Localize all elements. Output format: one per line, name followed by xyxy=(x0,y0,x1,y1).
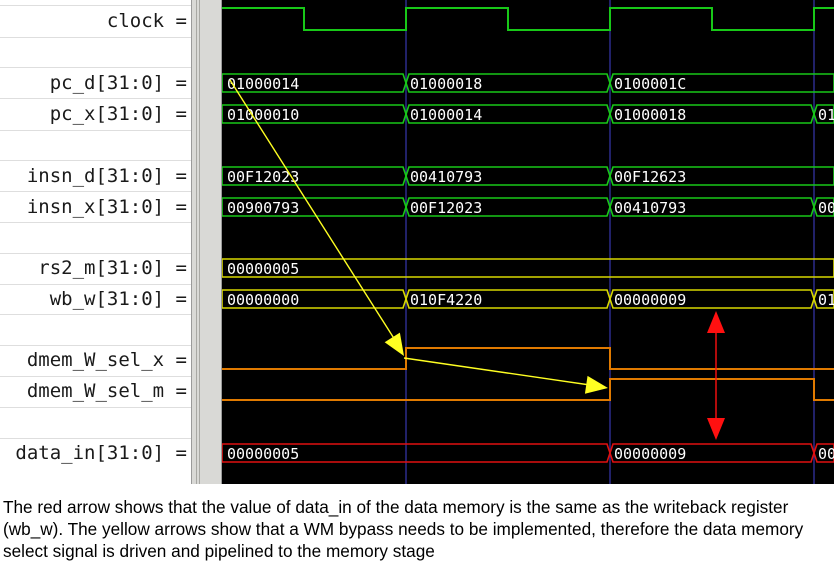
pc-d-bus-value: 0100001C xyxy=(614,75,686,93)
row-separator xyxy=(0,222,191,223)
wb-w-bus-value: 01 xyxy=(818,291,834,309)
pc-x-bus-value: 01000014 xyxy=(410,106,482,124)
signal-name[interactable]: pc_d[31:0] = xyxy=(49,72,187,94)
insn-d-bus-segment xyxy=(609,166,834,186)
row-separator xyxy=(0,345,191,346)
row-separator xyxy=(0,407,191,408)
figure-caption: The red arrow shows that the value of da… xyxy=(3,497,804,561)
row-separator xyxy=(0,67,191,68)
waveform-background xyxy=(222,0,834,484)
data-in-bus-value: 00000009 xyxy=(614,445,686,463)
yellow-arrow-head xyxy=(584,375,608,394)
insn-d-bus-segment xyxy=(405,166,611,186)
insn-d-bus-segment xyxy=(222,166,407,186)
signal-name[interactable]: data_in[31:0] = xyxy=(15,442,187,464)
row-separator xyxy=(0,376,191,377)
data-in-bus-value: 00000005 xyxy=(227,445,299,463)
wb-w-bus-segment xyxy=(405,289,611,309)
rs2-m-bus-value: 00000005 xyxy=(227,260,299,278)
wb-w-bus-value: 010F4220 xyxy=(410,291,482,309)
pc-x-bus-value: 01000018 xyxy=(614,106,686,124)
signal-name[interactable]: insn_d[31:0] = xyxy=(26,165,187,187)
row-separator xyxy=(0,438,191,439)
pc-x-bus-segment xyxy=(813,104,834,124)
signal-name[interactable]: rs2_m[31:0] = xyxy=(38,257,187,279)
waveform-pane[interactable]: 01000014 01000018 0100001C 01000010 01000014… xyxy=(222,0,834,484)
splitter-grip xyxy=(196,0,197,484)
pc-d-bus-value: 01000014 xyxy=(227,75,299,93)
yellow-arrow-head xyxy=(384,332,404,356)
row-separator xyxy=(0,98,191,99)
data-in-bus-value: 00 xyxy=(818,445,834,463)
wb-w-bus-segment xyxy=(222,289,407,309)
row-separator xyxy=(0,5,191,6)
yellow-arrow-line xyxy=(229,79,396,341)
insn-d-bus-value: 00F12023 xyxy=(227,168,299,186)
insn-x-bus-value: 00900793 xyxy=(227,199,299,217)
insn-x-bus-value: 00 xyxy=(818,199,834,217)
dmem-w-sel-x-waveform xyxy=(222,347,834,370)
pc-d-bus-value: 01000018 xyxy=(410,75,482,93)
insn-d-bus-value: 00410793 xyxy=(410,168,482,186)
insn-x-bus-segment xyxy=(222,197,407,217)
red-arrow-head xyxy=(707,311,725,333)
wb-w-bus-segment xyxy=(813,289,834,309)
data-in-bus-segment xyxy=(222,443,611,463)
insn-x-bus-segment xyxy=(609,197,815,217)
pc-d-bus-segment xyxy=(405,73,611,93)
rs2-m-bus-segment xyxy=(222,258,834,278)
signal-name[interactable]: clock = xyxy=(106,10,187,32)
signal-name[interactable]: insn_x[31:0] = xyxy=(26,196,187,218)
signal-name[interactable]: pc_x[31:0] = xyxy=(49,103,187,125)
row-separator xyxy=(0,191,191,192)
row-separator xyxy=(0,130,191,131)
clock-waveform xyxy=(222,7,834,31)
pane-splitter[interactable] xyxy=(191,0,222,484)
data-in-bus-segment xyxy=(813,443,834,463)
row-separator xyxy=(0,37,191,38)
pc-x-bus-value: 01 xyxy=(818,106,834,124)
row-separator xyxy=(0,160,191,161)
row-separator xyxy=(0,253,191,254)
pc-d-bus-segment xyxy=(222,73,407,93)
signal-name[interactable]: dmem_W_sel_x = xyxy=(26,349,187,371)
signal-name-pane: clock = pc_d[31:0] = pc_x[31:0] = insn_d[31… xyxy=(0,0,191,484)
insn-x-bus-value: 00F12023 xyxy=(410,199,482,217)
splitter-grip xyxy=(199,0,200,484)
signal-name[interactable]: wb_w[31:0] = xyxy=(49,288,187,310)
data-in-bus-segment xyxy=(609,443,815,463)
pc-d-bus-segment xyxy=(609,73,834,93)
wb-w-bus-value: 00000009 xyxy=(614,291,686,309)
pc-x-bus-segment xyxy=(222,104,407,124)
row-separator xyxy=(0,314,191,315)
insn-x-bus-segment xyxy=(813,197,834,217)
pc-x-bus-segment xyxy=(405,104,611,124)
red-arrow-head xyxy=(707,418,725,440)
wb-w-bus-value: 00000000 xyxy=(227,291,299,309)
wb-w-bus-segment xyxy=(609,289,815,309)
insn-d-bus-value: 00F12623 xyxy=(614,168,686,186)
insn-x-bus-segment xyxy=(405,197,611,217)
signal-name[interactable]: dmem_W_sel_m = xyxy=(26,380,187,402)
pc-x-bus-value: 01000010 xyxy=(227,106,299,124)
dmem-w-sel-m-waveform xyxy=(222,378,834,401)
pc-x-bus-segment xyxy=(609,104,815,124)
row-separator xyxy=(0,284,191,285)
insn-x-bus-value: 00410793 xyxy=(614,199,686,217)
yellow-arrow-line xyxy=(403,357,591,386)
